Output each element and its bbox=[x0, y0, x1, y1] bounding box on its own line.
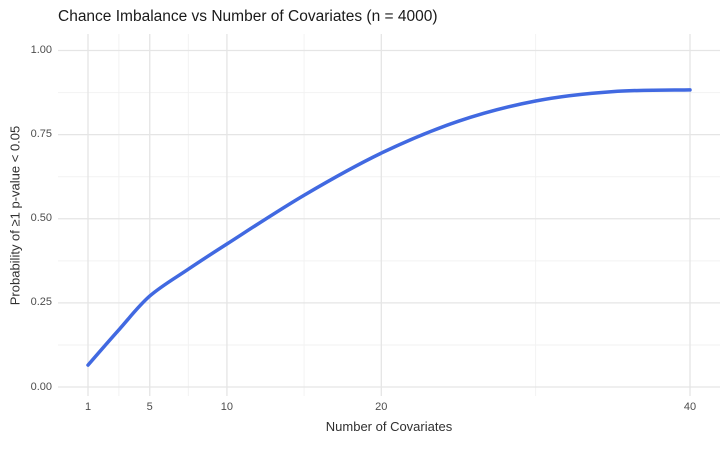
y-tick-label: 0.00 bbox=[30, 380, 52, 393]
y-tick-label: 0.50 bbox=[30, 212, 52, 225]
y-tick-label: 0.75 bbox=[30, 128, 52, 141]
chart-title: Chance Imbalance vs Number of Covariates… bbox=[58, 8, 438, 25]
x-axis-title: Number of Covariates bbox=[325, 419, 453, 434]
x-tick-label: 10 bbox=[220, 401, 234, 413]
x-tick-label: 1 bbox=[84, 401, 92, 413]
x-tick-label: 5 bbox=[146, 401, 153, 413]
x-tick-label: 40 bbox=[683, 401, 697, 413]
y-tick-label: 1.00 bbox=[30, 44, 52, 56]
y-tick-label: 0.25 bbox=[30, 296, 52, 309]
x-tick-label: 20 bbox=[375, 401, 388, 413]
probability-of-chance-imbalance-curve bbox=[86, 88, 692, 367]
